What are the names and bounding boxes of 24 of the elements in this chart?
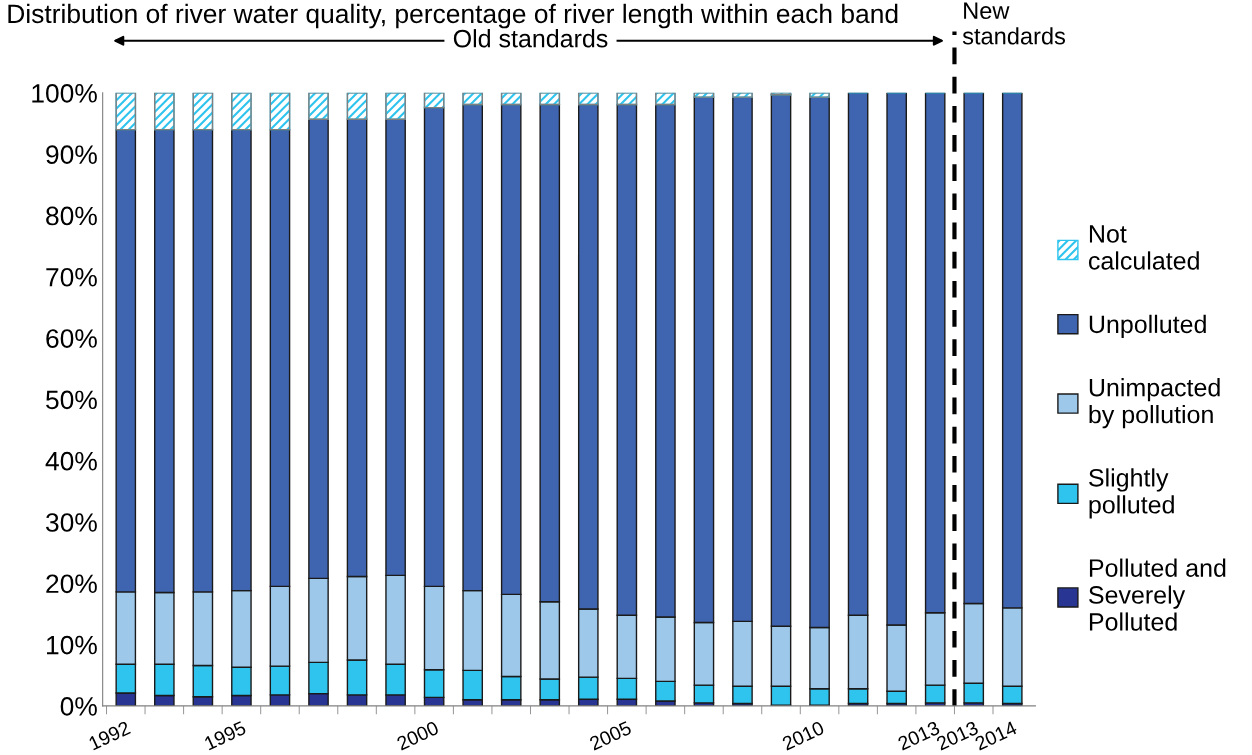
- y-tick-label: 90%: [46, 145, 97, 164]
- x-tick-label: 1995: [203, 720, 247, 751]
- x-tick-label: 2010: [781, 720, 825, 751]
- legend-label: Unpolluted: [1089, 314, 1206, 339]
- y-tick-label: 40%: [45, 451, 97, 471]
- chart-title: Distribution of river water quality, percentage of river length within each band: [8, 3, 898, 29]
- text: Old standards: [453, 29, 608, 48]
- y-tick-label: 10%: [47, 635, 97, 655]
- text: New standards: [962, 2, 1066, 45]
- legend-label: Not calculated: [1088, 225, 1199, 270]
- y-tick-label: 0%: [60, 697, 97, 716]
- x-tick-label: 2005: [588, 720, 633, 751]
- y-tick-label: 20%: [46, 574, 97, 594]
- y-tick-label: 60%: [46, 329, 97, 348]
- y-tick-label: 70%: [46, 267, 97, 287]
- y-tick-label: 100%: [32, 84, 97, 103]
- y-tick-label: 50%: [46, 390, 97, 410]
- legend-label: Polluted and Severely Polluted: [1089, 558, 1226, 631]
- x-tick-label: 1992: [88, 720, 131, 751]
- x-tick-label: 2000: [396, 720, 440, 751]
- legend-label: Slightly polluted: [1089, 468, 1174, 519]
- y-tick-label: 80%: [46, 206, 97, 226]
- y-tick-label: 30%: [45, 513, 97, 532]
- legend-label: Unimpacted by pollution: [1089, 378, 1220, 429]
